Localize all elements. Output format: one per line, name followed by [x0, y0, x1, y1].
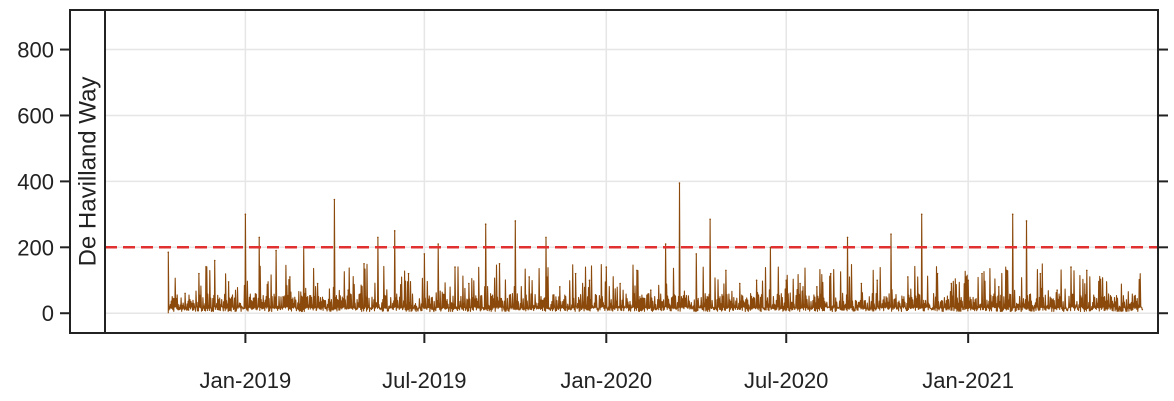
data-point [664, 243, 667, 245]
plot-frame [69, 9, 1159, 334]
y-tick-label: 200 [17, 235, 54, 260]
data-point [498, 262, 501, 265]
data-point [213, 259, 216, 262]
data-point [678, 182, 681, 184]
data-point [755, 279, 758, 282]
data-point [1070, 266, 1072, 268]
data-point [588, 279, 591, 282]
data-point [437, 243, 440, 245]
x-tick-label: Jan-2020 [560, 368, 652, 393]
y-tick-label: 800 [17, 38, 54, 63]
x-tick-label: Jul-2019 [382, 368, 466, 393]
data-point [198, 272, 200, 275]
data-point [377, 236, 379, 239]
data-point [890, 233, 892, 235]
data-point [799, 282, 801, 285]
y-tick-label: 0 [42, 301, 54, 326]
data-point [738, 282, 741, 285]
data-point [816, 286, 818, 288]
data-point [860, 282, 863, 285]
data-point [167, 251, 170, 254]
data-point [1025, 220, 1028, 222]
data-point [785, 279, 788, 282]
data-point [393, 230, 396, 232]
data-point [1056, 289, 1058, 291]
data-point [725, 269, 727, 272]
x-tick-label: Jan-2021 [922, 368, 1014, 393]
data-point [876, 279, 878, 282]
data-point [545, 236, 547, 239]
data-point [709, 218, 711, 221]
series-layer [167, 182, 1144, 314]
data-point [619, 282, 621, 285]
gridlines [105, 10, 1158, 333]
data-point [244, 213, 247, 216]
y-tick-label: 400 [17, 169, 54, 194]
data-point [484, 223, 487, 226]
x-tick-label: Jan-2019 [200, 368, 292, 393]
data-point [528, 276, 530, 278]
data-point [407, 272, 410, 275]
data-point [998, 286, 1000, 288]
data-point [981, 272, 983, 275]
x-axis: Jan-2019 Jul-2019 Jan-2020 Jul-2020 Jan-2021 [200, 333, 1014, 393]
data-point [289, 276, 291, 278]
x-tick-label: Jul-2020 [744, 368, 828, 393]
panel-label: De Havilland Way [75, 77, 102, 267]
data-point [636, 269, 638, 272]
data-point [950, 282, 953, 285]
data-point [454, 266, 456, 268]
data-point [514, 220, 517, 222]
data-point [258, 236, 261, 239]
data-point [347, 289, 350, 291]
data-point [967, 279, 969, 282]
data-point [423, 253, 426, 255]
series-line [167, 182, 1144, 314]
data-point [907, 276, 909, 278]
data-point [605, 266, 608, 268]
data-point [574, 272, 577, 275]
data-point [363, 262, 365, 265]
data-point [333, 198, 336, 201]
data-point [829, 272, 832, 275]
data-point [695, 253, 698, 255]
data-point [1086, 269, 1088, 272]
data-point [184, 292, 186, 295]
data-point [846, 236, 849, 239]
data-point [1011, 213, 1014, 216]
data-point [769, 246, 772, 249]
data-point [468, 282, 470, 285]
data-point [1039, 272, 1042, 275]
data-point [920, 213, 923, 216]
y-tick-label: 600 [17, 103, 54, 128]
data-point [316, 282, 319, 285]
y-axis: 0 200 400 600 800 [17, 38, 1168, 326]
data-point [559, 286, 561, 288]
data-point [649, 289, 652, 291]
data-point [936, 272, 939, 275]
data-point [227, 281, 230, 283]
data-point [275, 249, 277, 252]
